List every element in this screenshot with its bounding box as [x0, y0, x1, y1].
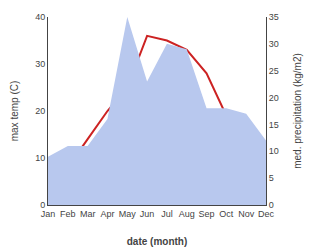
svg-text:30: 30	[35, 59, 45, 69]
svg-text:Dec: Dec	[258, 209, 275, 219]
svg-text:15: 15	[269, 120, 279, 130]
svg-text:20: 20	[35, 106, 45, 116]
svg-text:May: May	[119, 209, 137, 219]
svg-text:med. precipitation (kg/m2): med. precipitation (kg/m2)	[292, 53, 303, 169]
svg-text:Jul: Jul	[161, 209, 173, 219]
svg-text:Jan: Jan	[41, 209, 56, 219]
svg-text:0: 0	[40, 200, 45, 210]
svg-text:Oct: Oct	[219, 209, 234, 219]
svg-text:Nov: Nov	[238, 209, 255, 219]
svg-text:Apr: Apr	[100, 209, 114, 219]
svg-text:Jun: Jun	[140, 209, 155, 219]
svg-text:25: 25	[269, 66, 279, 76]
svg-text:Mar: Mar	[80, 209, 96, 219]
svg-text:40: 40	[35, 12, 45, 22]
svg-text:date (month): date (month)	[127, 236, 188, 247]
svg-text:Aug: Aug	[179, 209, 195, 219]
svg-text:5: 5	[269, 173, 274, 183]
svg-text:Feb: Feb	[60, 209, 76, 219]
svg-text:10: 10	[269, 146, 279, 156]
svg-text:max temp (C): max temp (C)	[9, 81, 20, 142]
svg-text:30: 30	[269, 39, 279, 49]
svg-text:0: 0	[269, 200, 274, 210]
svg-text:35: 35	[269, 12, 279, 22]
svg-text:10: 10	[35, 153, 45, 163]
svg-text:20: 20	[269, 93, 279, 103]
svg-text:Sep: Sep	[199, 209, 215, 219]
